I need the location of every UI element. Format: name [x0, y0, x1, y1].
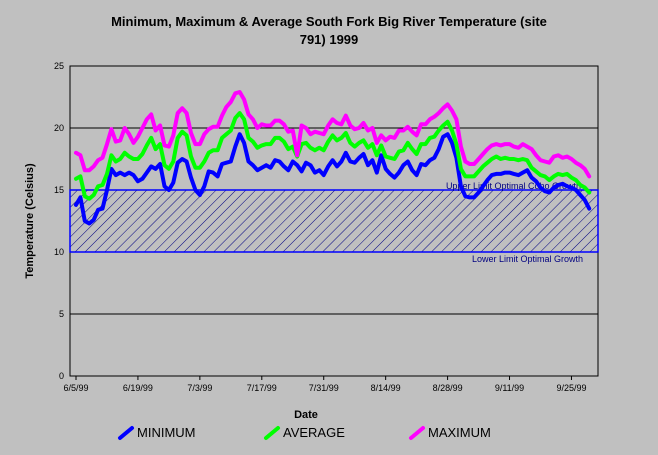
x-tick-label: 6/5/99 [63, 383, 88, 393]
series-lines [74, 90, 592, 226]
x-tick-label: 8/14/99 [371, 383, 401, 393]
legend-swatch-average [264, 426, 280, 440]
y-tick-label: 20 [54, 123, 64, 133]
annotation-lower-limit: Lower Limit Optimal Growth [472, 254, 583, 264]
x-tick-label: 7/3/99 [187, 383, 212, 393]
legend-swatch-maximum [409, 426, 425, 440]
x-tick-label: 9/11/99 [495, 383, 524, 393]
chart-title-line2: 791) 1999 [300, 32, 359, 47]
series-line-average [74, 111, 592, 201]
annotation-upper-limit: Upper Limit Optimal Coho Growth [446, 181, 581, 191]
legend-label-maximum: MAXIMUM [428, 425, 491, 440]
legend: MINIMUM AVERAGE MAXIMUM [118, 425, 491, 440]
series-line-maximum [74, 90, 592, 179]
series-line-minimum [74, 132, 592, 226]
x-tick-label: 7/31/99 [309, 383, 339, 393]
y-tick-label: 25 [54, 61, 64, 71]
y-tick-label: 0 [59, 371, 64, 381]
legend-label-average: AVERAGE [283, 425, 345, 440]
y-tick-label: 15 [54, 185, 64, 195]
y-axis-label: Temperature (Celsius) [24, 163, 36, 279]
x-tick-label: 9/25/99 [556, 383, 586, 393]
y-tick-label: 10 [54, 247, 64, 257]
chart-title-line1: Minimum, Maximum & Average South Fork Bi… [111, 14, 547, 29]
x-tick-label: 8/28/99 [433, 383, 463, 393]
x-axis-ticks: 6/5/99 6/19/99 7/3/99 7/17/99 7/31/99 8/14/99… [63, 376, 586, 393]
x-axis-label: Date [294, 409, 318, 421]
x-tick-label: 6/19/99 [123, 383, 153, 393]
y-tick-label: 5 [59, 309, 64, 319]
y-axis-ticks: 0 5 10 15 20 25 [54, 61, 64, 381]
optimal-growth-band [69, 189, 599, 253]
legend-label-minimum: MINIMUM [137, 425, 196, 440]
legend-swatch-minimum [118, 426, 134, 440]
x-tick-label: 7/17/99 [247, 383, 277, 393]
